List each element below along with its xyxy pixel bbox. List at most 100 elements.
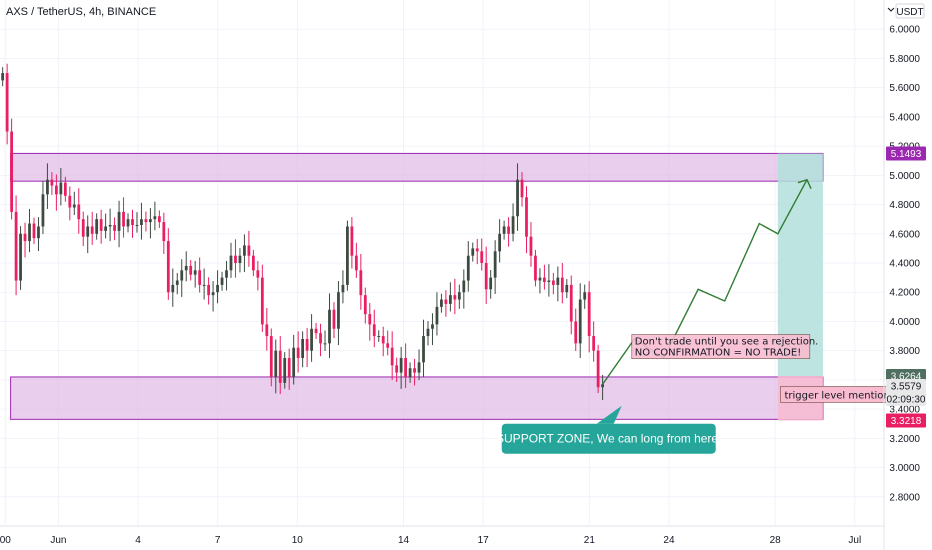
candle — [278, 350, 282, 383]
candle — [390, 347, 394, 366]
y-tick-label: 5.8000 — [889, 54, 920, 65]
resistance-zone — [10, 152, 824, 182]
y-tick-label: 2.8000 — [889, 492, 920, 503]
candle — [32, 223, 36, 239]
candle — [175, 280, 179, 285]
candle — [543, 277, 546, 282]
candle — [556, 277, 560, 285]
candle — [368, 314, 372, 325]
candle — [323, 343, 327, 345]
candle — [144, 219, 148, 223]
candle — [551, 280, 555, 285]
candle — [592, 336, 596, 351]
candle — [184, 265, 188, 271]
candle — [90, 226, 94, 234]
currency-selector[interactable]: USDT — [887, 3, 925, 19]
candle — [131, 219, 134, 226]
candle — [547, 280, 551, 282]
candle — [296, 347, 300, 358]
x-tick-label: Jun — [50, 535, 66, 546]
candle — [260, 277, 264, 325]
x-tick-label: 10 — [292, 535, 304, 546]
candle — [180, 270, 184, 281]
candle — [301, 338, 305, 358]
y-tick-label: 4.2000 — [889, 288, 920, 299]
candle — [305, 338, 309, 351]
candle — [37, 226, 40, 239]
y-tick-label: 3.2000 — [889, 434, 920, 445]
candle — [238, 255, 242, 263]
candle — [54, 185, 58, 195]
candle — [525, 197, 528, 237]
chart-grid — [0, 0, 884, 526]
candle — [319, 333, 322, 344]
candle — [14, 211, 18, 281]
candle — [113, 225, 116, 231]
candle — [507, 226, 510, 234]
candle — [381, 336, 385, 344]
y-tick-label: 5.0000 — [889, 171, 920, 182]
x-tick-label: 00 — [0, 535, 11, 546]
candle — [117, 211, 121, 231]
time-axis[interactable]: 00 Jun 4 7 10 14 17 21 24 28 Jul — [0, 535, 861, 546]
candle — [440, 299, 443, 307]
candle — [529, 236, 533, 256]
candle — [395, 365, 399, 373]
candle — [135, 225, 139, 227]
chevron-down-icon[interactable] — [887, 7, 895, 12]
candle — [10, 131, 13, 212]
symbol-title: AXS / TetherUS, 4h, BINANCE — [6, 6, 156, 18]
candle — [475, 248, 479, 252]
candle — [328, 309, 331, 344]
x-tick-label: 28 — [770, 535, 782, 546]
candle — [77, 204, 81, 220]
price-tag-label: 3.6264 — [891, 372, 922, 383]
candle — [1, 73, 5, 81]
y-tick-label: 4.8000 — [889, 200, 920, 211]
candle — [417, 362, 421, 373]
candle — [269, 336, 273, 377]
candle — [587, 292, 591, 337]
candle — [346, 226, 349, 285]
candle — [480, 251, 484, 263]
candle — [81, 219, 85, 237]
long-position-tool[interactable] — [777, 153, 823, 421]
y-tick-label: 3.0000 — [889, 463, 920, 474]
candle — [162, 222, 166, 242]
candle — [363, 295, 367, 315]
candle — [498, 233, 502, 252]
candle — [234, 255, 237, 263]
candle — [560, 277, 564, 293]
annotations-layer: Don't trade until you see a rejection.NO… — [496, 334, 905, 454]
candle — [225, 270, 228, 278]
price-tag — [886, 379, 926, 394]
candle — [601, 384, 604, 388]
candle — [426, 328, 430, 337]
candle — [72, 204, 76, 208]
candle — [511, 216, 515, 234]
candle — [534, 255, 537, 281]
candle — [354, 255, 358, 271]
candle — [46, 179, 49, 195]
candle — [457, 292, 461, 300]
candle — [520, 179, 524, 198]
candle — [126, 219, 130, 227]
candle — [484, 263, 488, 290]
candle — [453, 295, 457, 300]
trigger-note: trigger level mentioned. — [784, 390, 905, 401]
support-zone — [10, 376, 824, 420]
candle — [108, 225, 112, 227]
candle — [493, 251, 497, 278]
y-tick-label: 5.4000 — [889, 112, 920, 123]
x-tick-label: 14 — [398, 535, 410, 546]
candle — [408, 368, 412, 377]
candle — [50, 179, 54, 186]
x-tick-label: 4 — [135, 535, 141, 546]
price-tag — [886, 146, 926, 161]
candle — [413, 368, 416, 373]
candle — [99, 219, 103, 231]
candle — [207, 284, 210, 296]
candle — [140, 219, 143, 226]
candle — [193, 270, 197, 275]
